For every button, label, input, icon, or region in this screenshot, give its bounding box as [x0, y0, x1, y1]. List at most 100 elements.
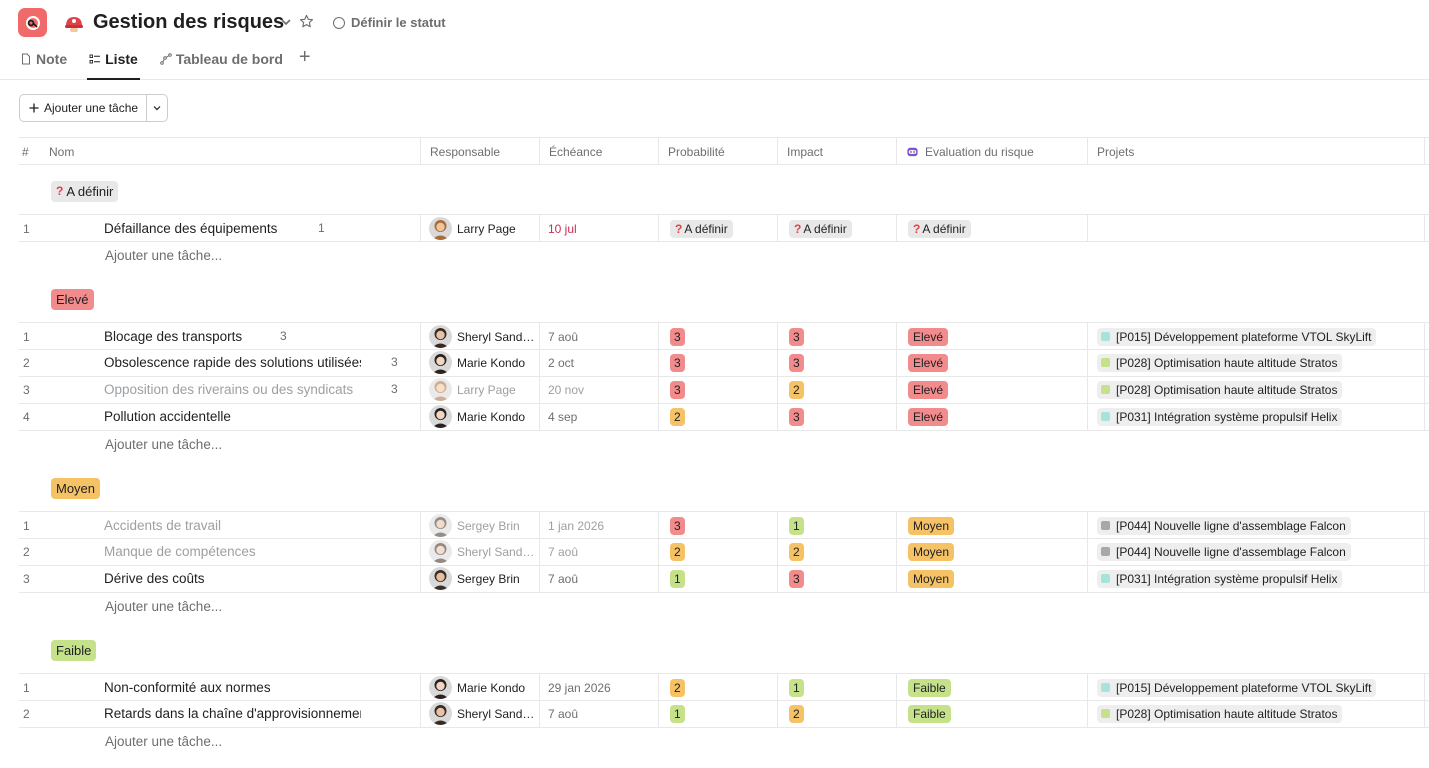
probability-cell[interactable]: 2 — [659, 403, 778, 430]
assignee-cell[interactable]: Sheryl Sandb... — [421, 700, 540, 727]
assignee-cell[interactable]: Sheryl Sandb... — [421, 538, 540, 565]
project-cell[interactable]: [P015] Développement plateforme VTOL Sky… — [1088, 674, 1425, 701]
risk-evaluation-pill[interactable]: Moyen — [908, 569, 955, 588]
probability-pill[interactable]: 3 — [670, 353, 685, 372]
task-name-cell[interactable]: Retards dans la chaîne d'approvisionneme… — [41, 700, 421, 727]
probability-cell[interactable]: 3 — [659, 323, 778, 350]
column-header-impact[interactable]: Impact — [778, 138, 897, 165]
add-task-inline[interactable]: Ajouter une tâche... — [105, 734, 223, 749]
project-pill[interactable]: [P028] Optimisation haute altitude Strat… — [1097, 353, 1343, 372]
risk-evaluation-cell[interactable]: Elevé — [897, 323, 1088, 350]
risk-evaluation-pill[interactable]: Moyen — [908, 542, 955, 561]
check-circle-icon[interactable] — [80, 680, 95, 695]
probability-pill[interactable]: 3 — [670, 327, 685, 346]
impact-cell[interactable]: 3 — [778, 565, 897, 592]
probability-pill[interactable]: 2 — [670, 678, 685, 697]
due-date[interactable]: 20 nov — [540, 376, 659, 403]
caret-down-icon[interactable] — [27, 645, 37, 655]
add-task-inline[interactable]: Ajouter une tâche... — [105, 599, 223, 614]
due-date[interactable]: 1 jan 2026 — [540, 512, 659, 539]
table-row[interactable]: 1 Défaillance des équipements 1 Larry Page 1… — [19, 214, 1429, 242]
risk-evaluation-cell[interactable]: Moyen — [897, 565, 1088, 592]
project-cell[interactable]: [P031] Intégration système propulsif Hel… — [1088, 403, 1425, 430]
task-name[interactable]: Opposition des riverains ou des syndicat… — [104, 382, 354, 397]
task-name[interactable]: Défaillance des équipements — [104, 221, 278, 236]
impact-pill[interactable]: 1 — [789, 516, 804, 535]
risk-evaluation-pill[interactable]: Elevé — [908, 407, 949, 426]
project-cell[interactable]: [P028] Optimisation haute altitude Strat… — [1088, 376, 1425, 403]
project-cell[interactable]: [P044] Nouvelle ligne d'assemblage Falco… — [1088, 538, 1425, 565]
task-name-cell[interactable]: Pollution accidentelle — [41, 403, 421, 430]
assignee-cell[interactable]: Sergey Brin — [421, 512, 540, 539]
risk-evaluation-cell[interactable]: Elevé — [897, 349, 1088, 376]
check-circle-icon[interactable] — [80, 355, 95, 370]
impact-cell[interactable]: ? A définir — [778, 215, 897, 242]
assignee-cell[interactable]: Sergey Brin — [421, 565, 540, 592]
assignee-cell[interactable]: Larry Page — [421, 376, 540, 403]
project-pill[interactable]: [P015] Développement plateforme VTOL Sky… — [1097, 327, 1377, 346]
chevron-down-icon[interactable] — [279, 15, 293, 29]
project-cell[interactable]: [P028] Optimisation haute altitude Strat… — [1088, 349, 1425, 376]
task-name[interactable]: Blocage des transports — [104, 329, 243, 344]
task-name-cell[interactable]: Non-conformité aux normes — [41, 674, 421, 701]
comment-count[interactable]: 1 — [318, 221, 340, 235]
tab-tableau-de-bord[interactable]: Tableau de bord — [158, 48, 285, 80]
probability-pill[interactable]: 1 — [670, 569, 685, 588]
task-name-cell[interactable]: Obsolescence rapide des solutions utilis… — [41, 349, 421, 376]
impact-cell[interactable]: 2 — [778, 538, 897, 565]
due-date[interactable]: 7 aoû — [540, 700, 659, 727]
task-name-cell[interactable]: Accidents de travail — [41, 512, 421, 539]
risk-evaluation-cell[interactable]: ? A définir — [897, 215, 1088, 242]
risk-evaluation-cell[interactable]: Faible — [897, 700, 1088, 727]
project-pill[interactable]: [P028] Optimisation haute altitude Strat… — [1097, 704, 1343, 723]
tab-liste[interactable]: Liste — [87, 48, 140, 80]
table-row[interactable]: 1 Blocage des transports 3 Sheryl Sandb... 7… — [19, 322, 1429, 350]
impact-pill[interactable]: 2 — [789, 704, 804, 723]
project-cell[interactable]: [P015] Développement plateforme VTOL Sky… — [1088, 323, 1425, 350]
caret-down-icon[interactable] — [27, 294, 37, 304]
add-task-dropdown[interactable] — [147, 95, 167, 121]
assignee-cell[interactable]: Marie Kondo — [421, 674, 540, 701]
due-date[interactable]: 7 aoû — [540, 323, 659, 350]
assignee-cell[interactable]: Marie Kondo — [421, 349, 540, 376]
task-name[interactable]: Obsolescence rapide des solutions utilis… — [104, 355, 361, 370]
task-name-cell[interactable]: Dérive des coûts — [41, 565, 421, 592]
impact-pill[interactable]: 2 — [789, 542, 804, 561]
app-logo-icon[interactable] — [18, 8, 47, 37]
impact-pill[interactable]: 3 — [789, 569, 804, 588]
caret-down-icon[interactable] — [27, 483, 37, 493]
impact-cell[interactable]: 3 — [778, 403, 897, 430]
expand-subtasks-icon[interactable] — [63, 358, 71, 367]
table-row[interactable]: 2 Obsolescence rapide des solutions utili… — [19, 349, 1429, 377]
project-pill[interactable]: [P015] Développement plateforme VTOL Sky… — [1097, 678, 1377, 697]
star-icon[interactable] — [299, 14, 314, 29]
assignee-cell[interactable]: Sheryl Sandb... — [421, 323, 540, 350]
add-task-button[interactable]: Ajouter une tâche — [20, 95, 148, 121]
due-date[interactable]: 29 jan 2026 — [540, 674, 659, 701]
table-row[interactable]: 1 Non-conformité aux normes Marie Kondo 29 … — [19, 673, 1429, 701]
tab-note[interactable]: Note — [18, 48, 69, 80]
due-date[interactable]: 4 sep — [540, 403, 659, 430]
project-cell[interactable]: [P044] Nouvelle ligne d'assemblage Falco… — [1088, 512, 1425, 539]
probability-cell[interactable]: 1 — [659, 565, 778, 592]
section-header[interactable]: Faible — [19, 636, 97, 664]
probability-pill[interactable]: 1 — [670, 704, 685, 723]
task-name-cell[interactable]: Opposition des riverains ou des syndicat… — [41, 376, 421, 403]
subtask-count[interactable]: 3 — [391, 355, 413, 369]
completed-check-icon[interactable] — [80, 382, 95, 397]
project-pill[interactable]: [P031] Intégration système propulsif Hel… — [1097, 569, 1343, 588]
task-name[interactable]: Accidents de travail — [104, 518, 222, 533]
column-header-echeance[interactable]: Échéance — [540, 138, 659, 165]
expand-subtasks-icon[interactable] — [63, 332, 71, 341]
subtask-count[interactable]: 3 — [280, 329, 302, 343]
section-header[interactable]: Elevé — [19, 285, 94, 313]
task-name[interactable]: Manque de compétences — [104, 544, 256, 559]
risk-evaluation-pill[interactable]: ? A définir — [908, 219, 971, 238]
risk-evaluation-cell[interactable]: Elevé — [897, 376, 1088, 403]
probability-cell[interactable]: 3 — [659, 376, 778, 403]
task-name[interactable]: Pollution accidentelle — [104, 409, 231, 424]
impact-pill[interactable]: 3 — [789, 327, 804, 346]
check-circle-icon[interactable] — [80, 706, 95, 721]
expand-subtasks-icon[interactable] — [63, 385, 71, 394]
probability-cell[interactable]: ? A définir — [659, 215, 778, 242]
